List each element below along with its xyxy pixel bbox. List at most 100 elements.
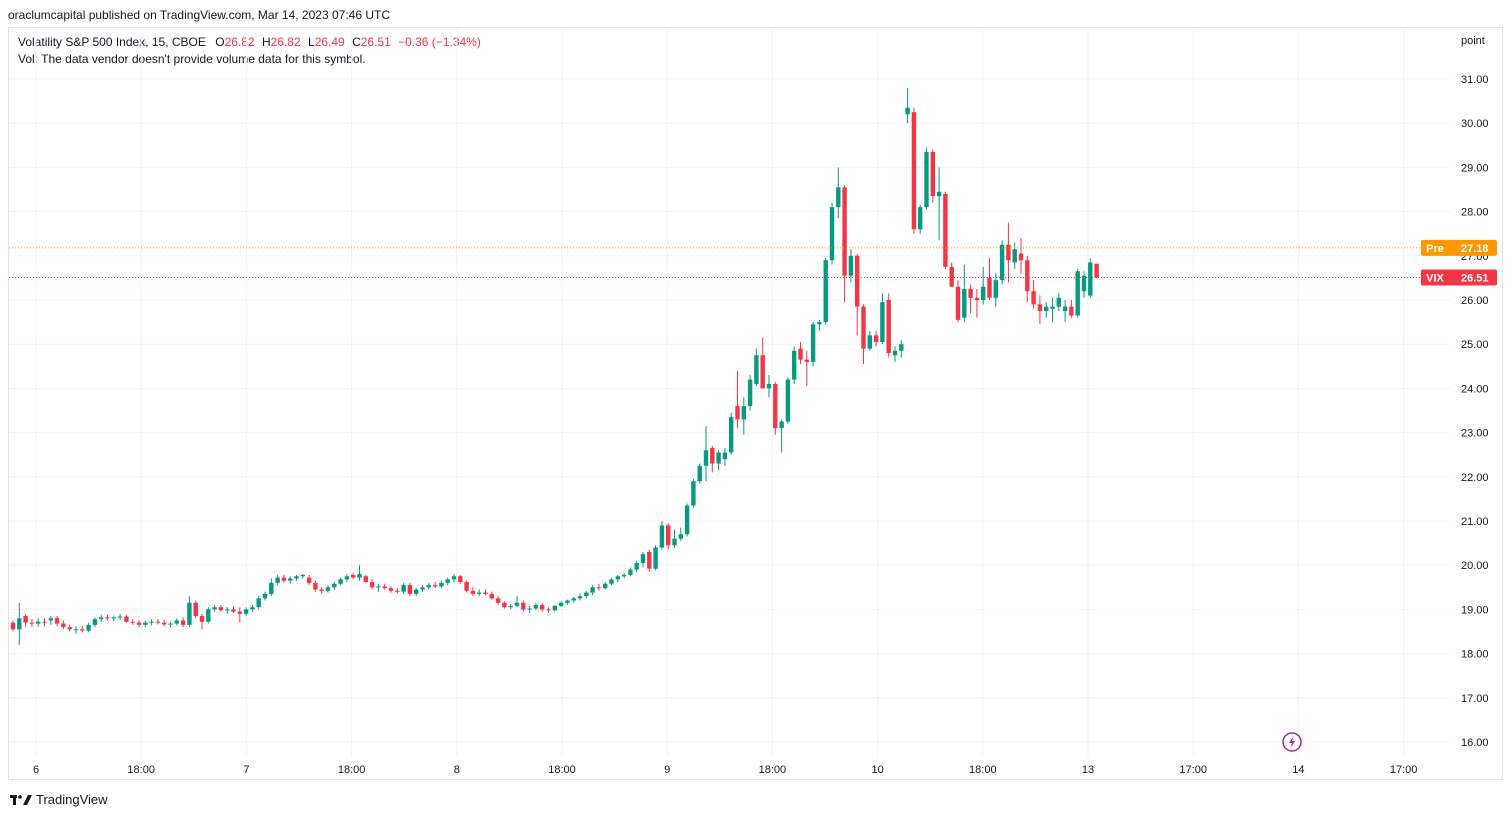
price-labels: Pre 27.18 VIX 26.51 xyxy=(1421,239,1497,286)
candle xyxy=(1050,297,1055,323)
candle xyxy=(294,574,299,581)
y-tick-label: 19.00 xyxy=(1461,604,1489,616)
candle-body xyxy=(955,286,961,320)
price-badge-vix: VIX 26.51 xyxy=(1421,269,1497,286)
high-label: H xyxy=(261,35,271,49)
candle xyxy=(29,619,35,628)
candle-body xyxy=(439,582,444,587)
candle-body xyxy=(773,383,778,429)
candle xyxy=(899,339,904,358)
candle-body xyxy=(420,587,425,590)
candle xyxy=(149,619,154,626)
candle xyxy=(250,604,255,612)
candle-body xyxy=(810,324,816,362)
candle xyxy=(206,607,211,624)
candle xyxy=(955,280,961,323)
candle xyxy=(590,585,595,596)
candle-body xyxy=(395,590,400,592)
candle xyxy=(48,616,53,625)
candle-body xyxy=(729,417,734,453)
candle-body xyxy=(48,618,53,621)
candle-body xyxy=(275,577,280,583)
candle-body xyxy=(521,602,526,610)
y-tick-label: 31.00 xyxy=(1461,74,1489,86)
candle-body xyxy=(684,505,690,535)
candle-body xyxy=(1081,275,1087,292)
candle-body xyxy=(250,607,255,610)
candle-body xyxy=(527,608,532,610)
candle xyxy=(92,617,98,628)
candle-body xyxy=(634,562,639,570)
x-tick-label: 13 xyxy=(1082,764,1094,776)
candle xyxy=(338,577,343,586)
candle xyxy=(1075,269,1080,318)
candle xyxy=(666,523,671,550)
candle xyxy=(1006,222,1011,283)
candle xyxy=(458,574,463,584)
candle xyxy=(981,266,986,305)
candle xyxy=(785,377,791,424)
candle xyxy=(344,574,350,582)
candle-body xyxy=(747,379,753,407)
candle-body xyxy=(464,581,469,591)
candle xyxy=(269,578,274,597)
candle-body xyxy=(162,622,167,625)
x-tick-label: 18:00 xyxy=(127,764,155,776)
candle-body xyxy=(716,452,721,464)
candle-body xyxy=(300,574,305,577)
x-tick-label: 7 xyxy=(243,764,249,776)
candle-body xyxy=(861,306,866,349)
candle xyxy=(703,425,709,482)
lightning-icon[interactable] xyxy=(1282,732,1302,752)
candle-body xyxy=(143,622,148,625)
candle xyxy=(962,264,967,323)
candle xyxy=(477,589,482,597)
candle-body xyxy=(23,616,28,623)
candle xyxy=(634,560,639,572)
candle-body xyxy=(508,605,513,608)
candle-body xyxy=(1056,297,1061,307)
candle-body xyxy=(924,151,929,208)
candle xyxy=(1069,300,1074,318)
candle-body xyxy=(376,586,381,588)
candle-body xyxy=(1062,306,1068,312)
candle-body xyxy=(949,266,954,287)
candle xyxy=(722,448,728,466)
candle xyxy=(1044,302,1049,318)
y-tick-label: 26.00 xyxy=(1461,295,1489,307)
symbol-name[interactable]: Volatility S&P 500 Index, 15, CBOE xyxy=(18,35,206,49)
candle-body xyxy=(451,576,457,580)
candle-body xyxy=(29,622,35,624)
x-tick-label: 14 xyxy=(1292,764,1304,776)
candles xyxy=(10,87,1099,645)
candle xyxy=(470,587,476,597)
candle xyxy=(558,601,564,608)
candle-body xyxy=(672,538,677,546)
y-tick-label: 20.00 xyxy=(1461,560,1489,572)
candle xyxy=(1062,300,1068,323)
candle xyxy=(180,617,186,628)
candle xyxy=(451,574,457,582)
candle-body xyxy=(653,547,658,569)
close-value: 26.51 xyxy=(360,35,391,49)
candle xyxy=(155,619,161,625)
candle-body xyxy=(294,576,299,579)
candle xyxy=(23,613,28,628)
candle xyxy=(407,582,413,597)
candle-body xyxy=(306,577,312,583)
candle xyxy=(565,599,570,605)
candle xyxy=(621,573,627,579)
candle-body xyxy=(502,602,507,608)
candle xyxy=(401,582,406,594)
candle-body xyxy=(111,617,116,619)
candle xyxy=(105,614,110,621)
candle-body xyxy=(571,598,576,601)
candle xyxy=(584,590,589,599)
candle-body xyxy=(691,481,696,506)
candle xyxy=(136,620,142,628)
candle xyxy=(363,574,368,583)
candle xyxy=(199,613,205,630)
candle xyxy=(533,602,539,611)
candle xyxy=(483,589,488,596)
